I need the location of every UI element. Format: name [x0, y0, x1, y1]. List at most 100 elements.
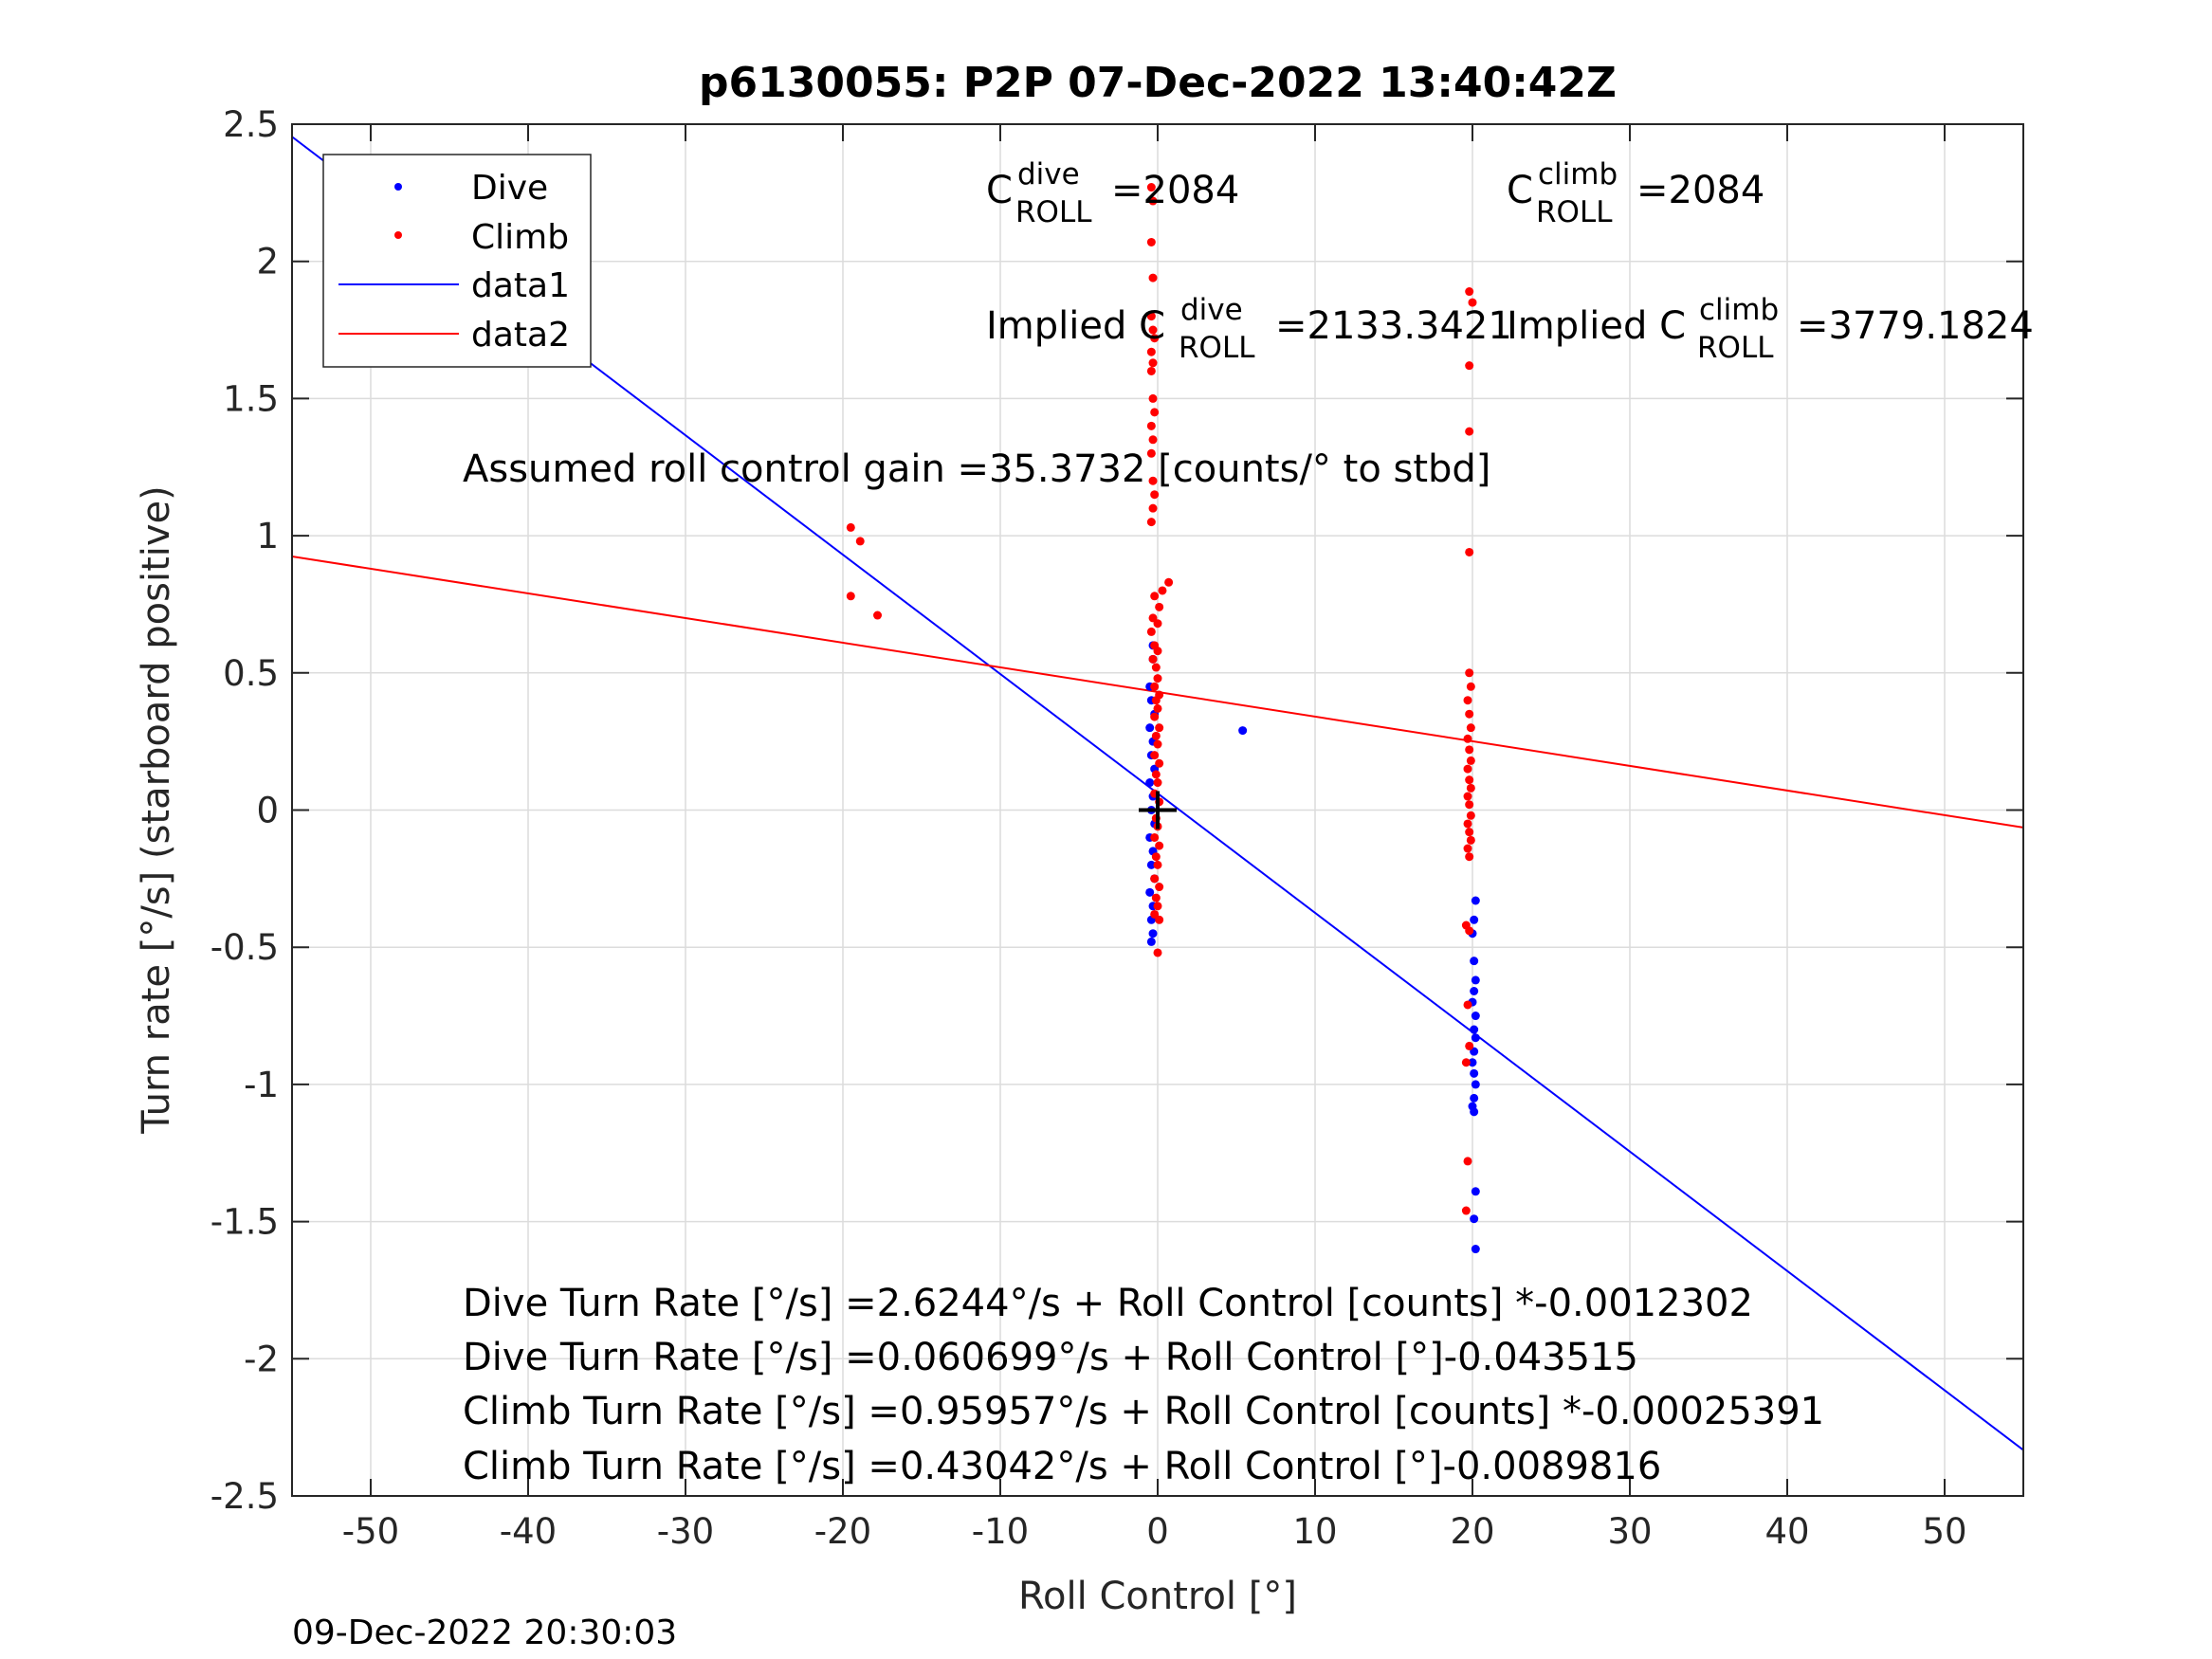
- data-point-climb: [1461, 1206, 1471, 1215]
- data-point-climb: [1146, 312, 1156, 321]
- data-point-climb: [1150, 408, 1160, 417]
- c-roll-climb-sub: ROLL: [1536, 195, 1613, 229]
- data-point-climb: [1465, 745, 1474, 755]
- c-roll-climb-prefix: C: [1507, 169, 1533, 212]
- data-point-climb: [1148, 503, 1158, 513]
- data-point-climb: [1153, 739, 1162, 749]
- data-point-dive: [1471, 1033, 1480, 1043]
- footer-timestamp: 09-Dec-2022 20:30:03: [292, 1613, 677, 1652]
- data-point-dive: [1145, 778, 1155, 788]
- data-point-climb: [1148, 393, 1158, 403]
- climb-eq-degrees: Climb Turn Rate [°/s] =0.43042°/s + Roll…: [463, 1445, 1661, 1488]
- x-tick-label: 30: [1607, 1511, 1652, 1552]
- data-point-climb: [1150, 751, 1160, 760]
- data-point-dive: [1148, 929, 1158, 939]
- data-point-dive: [1238, 726, 1248, 736]
- data-point-climb: [1153, 674, 1162, 684]
- c-roll-climb-value: =2084: [1636, 169, 1764, 212]
- data-point-climb: [846, 592, 855, 601]
- x-tick-label: 10: [1292, 1511, 1337, 1552]
- y-tick-label: -1.5: [210, 1202, 279, 1243]
- x-axis-label: Roll Control [°]: [1018, 1575, 1297, 1618]
- data-point-climb: [1151, 852, 1161, 862]
- data-point-climb: [1465, 287, 1474, 297]
- data-point-climb: [1148, 435, 1158, 445]
- data-point-climb: [1151, 731, 1161, 740]
- data-point-climb: [1148, 358, 1158, 368]
- axis-ticks: -50 -40 -30 -20 -10 0 10 20 30 40 50-2.5-2-1.5-1-0…: [210, 104, 2023, 1552]
- implied-dive-sup: dive: [1180, 293, 1243, 327]
- data-point-dive: [1471, 896, 1480, 905]
- x-tick-label: 40: [1764, 1511, 1809, 1552]
- data-point-climb: [1146, 366, 1156, 375]
- data-point-dive: [1470, 987, 1479, 996]
- data-point-climb: [1146, 627, 1156, 636]
- data-point-climb: [1153, 647, 1162, 656]
- data-point-climb: [1151, 893, 1161, 902]
- data-point-dive: [1471, 1187, 1480, 1196]
- data-point-climb: [1146, 183, 1156, 192]
- data-point-climb: [1148, 654, 1158, 664]
- data-point-dive: [1468, 1058, 1477, 1067]
- data-point-dive: [1470, 957, 1479, 966]
- data-point-climb: [1153, 619, 1162, 629]
- data-point-climb: [1463, 819, 1472, 829]
- data-point-climb: [1465, 709, 1474, 719]
- data-point-climb: [1466, 723, 1475, 733]
- implied-dive-prefix: Implied C: [986, 304, 1165, 348]
- data-point-climb: [1148, 273, 1158, 283]
- data-point-climb: [1463, 792, 1472, 801]
- data-point-climb: [1150, 334, 1160, 343]
- data-point-climb: [1463, 844, 1472, 853]
- dive-eq-degrees: Dive Turn Rate [°/s] =0.060699°/s + Roll…: [463, 1336, 1638, 1379]
- legend-climb-label: Climb: [471, 218, 569, 257]
- x-tick-label: -20: [814, 1511, 871, 1552]
- data-point-climb: [1153, 860, 1162, 869]
- data-point-climb: [1155, 723, 1164, 733]
- data-point-dive: [1470, 1093, 1479, 1103]
- data-point-climb: [1465, 775, 1474, 785]
- data-point-climb: [1151, 663, 1161, 672]
- origin-plus-marker: [1139, 791, 1177, 830]
- y-tick-label: 2.5: [223, 104, 279, 145]
- data-point-dive: [1471, 1012, 1480, 1021]
- data-point-climb: [1146, 237, 1156, 246]
- y-tick-label: -2.5: [210, 1476, 279, 1517]
- x-tick-label: -50: [342, 1511, 399, 1552]
- implied-climb-prefix: Implied C: [1507, 304, 1686, 348]
- data-point-dive: [1145, 887, 1155, 897]
- data-point-climb: [1155, 883, 1164, 892]
- data-point-climb: [1465, 800, 1474, 810]
- data-point-climb: [1150, 592, 1160, 601]
- data-point-dive: [1470, 1107, 1479, 1117]
- x-tick-label: -40: [500, 1511, 557, 1552]
- data-point-climb: [1150, 490, 1160, 500]
- c-roll-dive-sup: dive: [1017, 157, 1080, 191]
- data-point-climb: [1151, 696, 1161, 705]
- data-point-climb: [1148, 476, 1158, 485]
- data-point-climb: [1463, 734, 1472, 743]
- data-point-climb: [1146, 347, 1156, 356]
- chart-title: p6130055: P2P 07-Dec-2022 13:40:42Z: [699, 59, 1617, 107]
- data-point-climb: [1466, 783, 1475, 793]
- data-point-climb: [1465, 1041, 1474, 1050]
- data-point-climb: [1146, 448, 1156, 458]
- data-point-climb: [1148, 325, 1158, 335]
- implied-climb-value: =3779.1824: [1797, 304, 2034, 348]
- data-point-climb: [1465, 828, 1474, 837]
- y-tick-label: 0.5: [223, 653, 279, 694]
- data-point-climb: [1146, 421, 1156, 430]
- legend-box: [322, 154, 592, 368]
- legend-dive-marker: [394, 183, 402, 191]
- data-point-climb: [1461, 1058, 1471, 1067]
- data-point-dive: [1470, 1214, 1479, 1224]
- data-point-climb: [1153, 778, 1162, 788]
- data-point-climb: [1150, 712, 1160, 721]
- data-point-climb: [1153, 902, 1162, 911]
- data-point-dive: [1471, 1080, 1480, 1089]
- x-tick-label: -10: [972, 1511, 1029, 1552]
- data-point-climb: [1150, 874, 1160, 884]
- data-point-climb: [1158, 586, 1167, 595]
- climb-eq-counts: Climb Turn Rate [°/s] =0.95957°/s + Roll…: [463, 1390, 1824, 1433]
